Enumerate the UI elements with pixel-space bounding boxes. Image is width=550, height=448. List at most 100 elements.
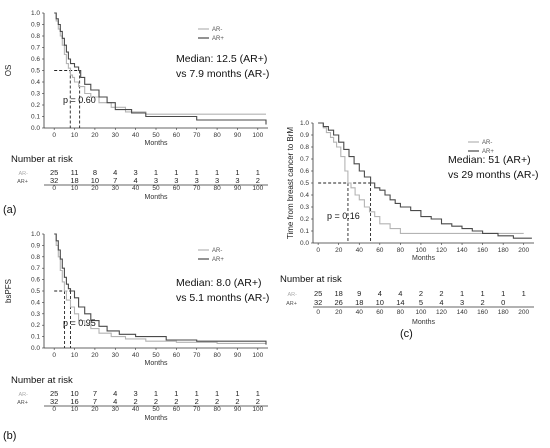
x-tick-label: 40 xyxy=(356,247,364,254)
risk-count: 4 xyxy=(378,289,382,298)
median-annotation: vs 7.9 months (AR-) xyxy=(176,68,269,80)
risk-count: 4 xyxy=(439,298,443,307)
risk-count: 3 xyxy=(195,176,199,185)
x-tick-label: 80 xyxy=(213,132,221,139)
risk-count: 3 xyxy=(215,176,219,185)
x-tick-label: 40 xyxy=(132,132,140,139)
risk-count: 2 xyxy=(215,397,219,406)
risk-count: 5 xyxy=(419,298,423,307)
risk-count: 14 xyxy=(396,298,404,307)
x-tick-label: 50 xyxy=(152,352,160,359)
y-tick-label: 0.3 xyxy=(31,311,40,318)
risk-tick-label: 0 xyxy=(52,185,56,192)
risk-count: 1 xyxy=(215,389,219,398)
panel-label: (c) xyxy=(400,328,413,340)
legend-label: AR- xyxy=(212,248,222,254)
risk-tick-label: 100 xyxy=(416,309,427,316)
y-tick-label: 0.9 xyxy=(31,242,40,249)
risk-count: 9 xyxy=(357,289,361,298)
y-tick-label: 0.2 xyxy=(31,322,40,329)
x-tick-label: 20 xyxy=(91,132,99,139)
x-tick-label: 50 xyxy=(152,132,160,139)
p-value-label: p = 0.95 xyxy=(63,318,96,328)
risk-count: 1 xyxy=(174,168,178,177)
risk-count: 1 xyxy=(501,289,505,298)
y-tick-label: 1.0 xyxy=(31,10,40,17)
legend-label: AR+ xyxy=(482,149,494,155)
risk-x-axis-label: Months xyxy=(145,194,168,201)
x-tick-label: 100 xyxy=(252,352,263,359)
y-axis-label: bsPFS xyxy=(4,279,13,303)
p-value-label: p = 0.60 xyxy=(63,95,96,105)
risk-tick-label: 90 xyxy=(234,185,242,192)
risk-row-label: AR+ xyxy=(286,301,297,307)
risk-count: 7 xyxy=(93,397,97,406)
x-axis-label: Months xyxy=(145,140,168,147)
median-annotation: Median: 12.5 (AR+) xyxy=(176,53,267,65)
risk-tick-label: 80 xyxy=(397,309,405,316)
x-tick-label: 0 xyxy=(52,352,56,359)
risk-tick-label: 80 xyxy=(213,406,221,413)
risk-count: 18 xyxy=(335,289,343,298)
x-tick-label: 100 xyxy=(416,247,427,254)
y-tick-label: 0.6 xyxy=(31,277,40,284)
x-axis-label: Months xyxy=(145,360,168,367)
x-tick-label: 10 xyxy=(71,132,79,139)
risk-x-axis-label: Months xyxy=(412,319,435,326)
y-tick-label: 0.4 xyxy=(31,299,40,306)
risk-count: 3 xyxy=(134,389,138,398)
x-tick-label: 60 xyxy=(376,247,384,254)
risk-table-title: Number at risk xyxy=(11,154,73,165)
risk-tick-label: 200 xyxy=(518,309,529,316)
y-tick-label: 0.9 xyxy=(31,22,40,29)
legend-label: AR+ xyxy=(212,257,224,263)
risk-count: 18 xyxy=(355,298,363,307)
risk-tick-label: 30 xyxy=(112,185,120,192)
x-tick-label: 120 xyxy=(436,247,447,254)
risk-count: 1 xyxy=(460,289,464,298)
km-curve-arpos xyxy=(318,122,532,239)
median-annotation: Median: 8.0 (AR+) xyxy=(176,277,262,289)
risk-table-title: Number at risk xyxy=(11,375,73,386)
risk-tick-label: 60 xyxy=(173,185,181,192)
y-tick-label: 0.7 xyxy=(31,265,40,272)
y-tick-label: 0.4 xyxy=(300,192,309,199)
y-tick-label: 0.6 xyxy=(300,168,309,175)
risk-tick-label: 120 xyxy=(436,309,447,316)
risk-table-title: Number at risk xyxy=(280,274,342,285)
risk-tick-label: 40 xyxy=(132,185,140,192)
legend-label: AR+ xyxy=(212,36,224,42)
panel-label: (b) xyxy=(3,430,16,442)
x-tick-label: 80 xyxy=(397,247,405,254)
y-tick-label: 0.5 xyxy=(31,288,40,295)
risk-count: 2 xyxy=(154,397,158,406)
x-tick-label: 90 xyxy=(234,132,242,139)
risk-count: 7 xyxy=(113,176,117,185)
risk-count: 3 xyxy=(134,168,138,177)
x-tick-label: 20 xyxy=(91,352,99,359)
y-tick-label: 0.5 xyxy=(300,180,309,187)
x-tick-label: 90 xyxy=(234,352,242,359)
risk-count: 26 xyxy=(335,298,343,307)
risk-tick-label: 50 xyxy=(152,185,160,192)
risk-count: 8 xyxy=(93,168,97,177)
x-tick-label: 10 xyxy=(71,352,79,359)
risk-tick-label: 30 xyxy=(112,406,120,413)
y-tick-label: 0.8 xyxy=(300,144,309,151)
risk-count: 1 xyxy=(481,289,485,298)
risk-count: 1 xyxy=(522,289,526,298)
x-tick-label: 0 xyxy=(52,132,56,139)
legend-label: AR- xyxy=(482,140,492,146)
y-tick-label: 0.2 xyxy=(31,102,40,109)
risk-count: 1 xyxy=(154,168,158,177)
risk-count: 4 xyxy=(113,168,117,177)
risk-tick-label: 90 xyxy=(234,406,242,413)
x-tick-label: 80 xyxy=(213,352,221,359)
x-tick-label: 20 xyxy=(335,247,343,254)
x-axis-label: Months xyxy=(412,255,435,262)
risk-count: 2 xyxy=(235,397,239,406)
risk-tick-label: 0 xyxy=(316,309,320,316)
km-panel: 0.00.10.20.30.40.50.60.70.80.91.00 10 20 30… xyxy=(3,231,269,442)
risk-tick-label: 160 xyxy=(477,309,488,316)
risk-row-label: AR- xyxy=(288,292,298,298)
